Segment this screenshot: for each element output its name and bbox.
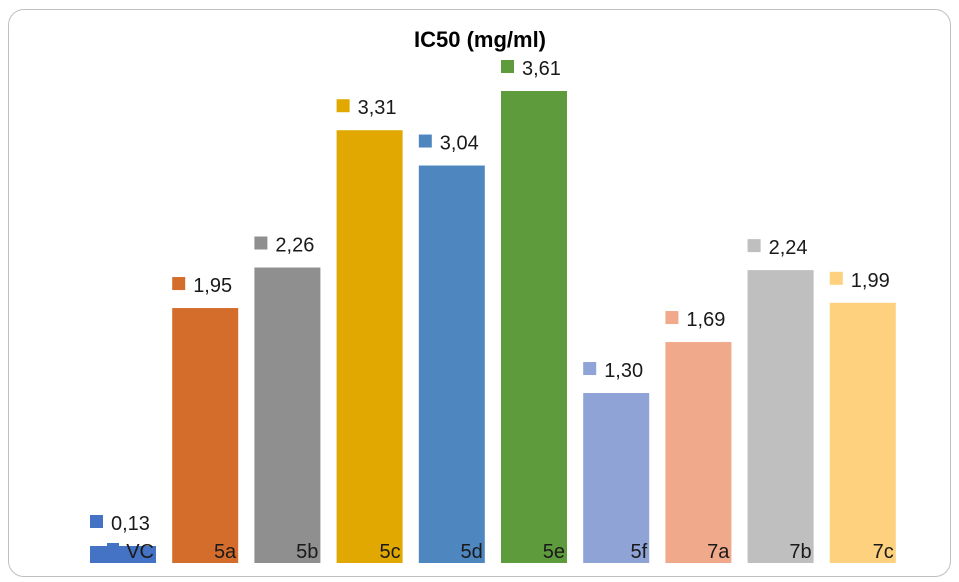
bar-5b (254, 267, 321, 563)
category-label-VC: VC (126, 541, 154, 563)
data-label-7c: 1,99 (851, 270, 890, 292)
data-label-7a: 1,69 (686, 309, 725, 331)
data-label-key-7c (829, 271, 843, 285)
data-label-key-7a (665, 311, 679, 325)
bar-7a (665, 342, 732, 563)
data-label-key-7b (747, 239, 761, 253)
data-label-key-5f (583, 362, 597, 376)
bar-5c (336, 130, 403, 564)
category-label-5a: 5a (214, 541, 237, 563)
category-label-5f: 5f (631, 541, 648, 563)
category-label-7a: 7a (707, 541, 730, 563)
data-label-key-5c (336, 99, 350, 113)
bar-VC (90, 546, 156, 563)
data-label-5d: 3,04 (440, 133, 479, 155)
data-label-key-5b (254, 236, 268, 250)
data-label-key-VC (90, 515, 103, 529)
data-label-key-5d (418, 134, 432, 148)
category-key-VC (107, 543, 119, 551)
category-label-5d: 5d (461, 541, 483, 563)
bar-7b (747, 270, 814, 563)
category-label-7c: 7c (873, 541, 894, 563)
data-label-5a: 1,95 (193, 275, 232, 297)
data-label-7b: 2,24 (769, 237, 808, 259)
data-labels-group: VC 0,13 5a 1,95 5b 2,26 5c 3,31 5d 3,04 5e 3,61 5f 1,… (90, 58, 894, 563)
data-label-key-5e (501, 60, 514, 73)
bar-5e (501, 91, 567, 563)
bar-5d (418, 165, 485, 564)
data-label-5f: 1,30 (604, 360, 643, 382)
category-label-5e: 5e (543, 541, 565, 563)
data-label-5b: 2,26 (275, 235, 314, 257)
bars-group (90, 91, 896, 564)
category-label-7b: 7b (789, 541, 811, 563)
chart-title: IC50 (mg/ml) (414, 27, 546, 52)
bar-5f (583, 393, 650, 563)
data-label-key-5a (172, 277, 186, 291)
bar-7c (829, 302, 896, 563)
data-label-5e: 3,61 (522, 58, 561, 80)
data-label-VC: 0,13 (111, 513, 150, 535)
bar-5a (172, 308, 239, 563)
category-label-5b: 5b (296, 541, 318, 563)
category-label-5c: 5c (379, 541, 400, 563)
data-label-5c: 3,31 (358, 97, 397, 119)
